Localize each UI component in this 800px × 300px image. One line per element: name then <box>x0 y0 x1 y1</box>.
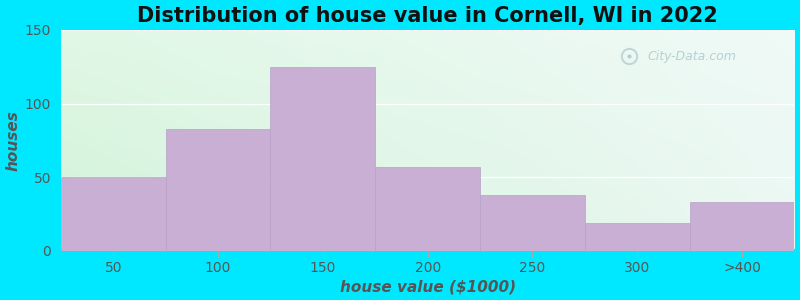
Bar <box>375 167 480 251</box>
Bar <box>270 67 375 251</box>
Text: City-Data.com: City-Data.com <box>648 50 737 63</box>
X-axis label: house value ($1000): house value ($1000) <box>339 279 516 294</box>
Bar <box>585 223 690 251</box>
Bar <box>690 202 794 251</box>
Bar <box>166 129 270 251</box>
Title: Distribution of house value in Cornell, WI in 2022: Distribution of house value in Cornell, … <box>138 6 718 26</box>
Bar <box>61 177 166 251</box>
Y-axis label: houses: houses <box>6 110 21 171</box>
Bar <box>480 195 585 251</box>
